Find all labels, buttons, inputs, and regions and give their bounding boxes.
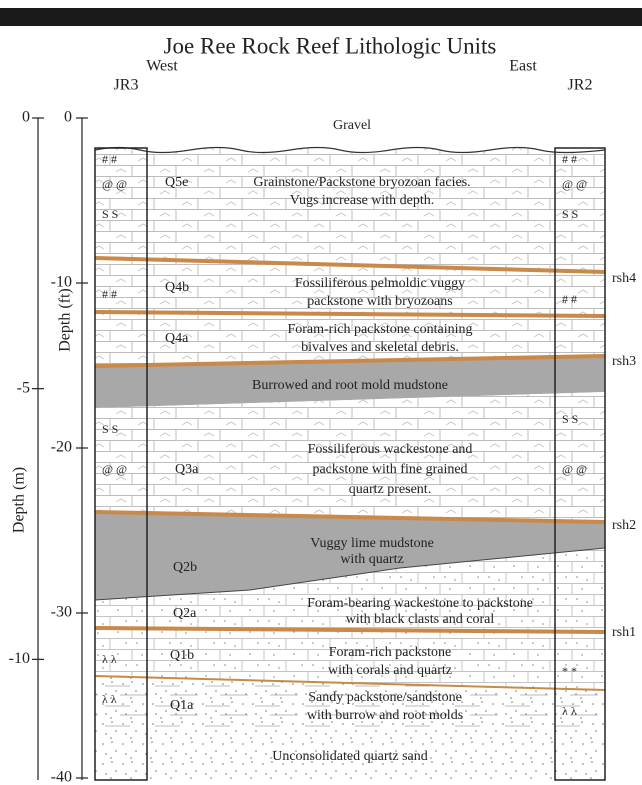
svg-text:# #: # # xyxy=(102,287,117,301)
svg-text:λ λ: λ λ xyxy=(102,692,117,706)
unit-description: Vuggy lime mudstone xyxy=(310,536,434,551)
top-bar xyxy=(0,8,642,26)
well-label: JR2 xyxy=(568,77,593,94)
unit-description: Sandy packstone/sandstone xyxy=(308,690,462,705)
unit-code: Q4a xyxy=(165,331,189,346)
lithologic-diagram: Joe Ree Rock Reef Lithologic Units West … xyxy=(0,0,642,785)
svg-text:# #: # # xyxy=(562,292,577,306)
surface-label: rsh1 xyxy=(612,625,636,640)
unit-description: quartz present. xyxy=(349,482,431,497)
unit-description: Fossiliferous pelmoldic vuggy xyxy=(295,276,465,291)
tick-label: -10 xyxy=(9,650,30,667)
svg-text:S S: S S xyxy=(102,422,118,436)
svg-text:@ @: @ @ xyxy=(562,177,587,191)
svg-text:@ @: @ @ xyxy=(562,462,587,476)
unit-description: with quartz xyxy=(340,552,403,567)
tick-label: -30 xyxy=(51,604,72,621)
unit-code: Q2a xyxy=(173,606,197,621)
unit-description: with burrow and root molds xyxy=(307,708,463,723)
svg-text:S S: S S xyxy=(562,207,578,221)
unit-description: Foram-bearing wackestone to packstone xyxy=(307,596,533,611)
unit-code: Q4b xyxy=(165,280,189,295)
unit-description: Foram-rich packstone xyxy=(329,645,451,660)
surface-label: rsh3 xyxy=(612,354,636,369)
title: Joe Ree Rock Reef Lithologic Units xyxy=(164,33,497,58)
unit-label: Unconsolidated quartz sand xyxy=(272,749,428,764)
unit-code: Q1b xyxy=(170,648,194,663)
svg-text:S S: S S xyxy=(102,207,118,221)
tick-label: -5 xyxy=(17,379,30,396)
well-label: JR3 xyxy=(114,77,139,94)
surface-label: rsh2 xyxy=(612,518,636,533)
axis-label: Depth (m) xyxy=(11,467,28,533)
tick-label: 0 xyxy=(64,109,72,126)
svg-text:* *: * * xyxy=(562,664,577,678)
unit-label: Gravel xyxy=(333,118,371,133)
unit-description: Grainstone/Packstone bryozoan facies. xyxy=(253,175,470,190)
svg-text:# #: # # xyxy=(102,152,117,166)
svg-text:@ @: @ @ xyxy=(102,177,127,191)
unit-description: Fossiliferous wackestone and xyxy=(308,442,473,457)
svg-text:# #: # # xyxy=(562,152,577,166)
unit-description: Vugs increase with depth. xyxy=(290,193,435,208)
layer xyxy=(95,148,605,273)
svg-text:S S: S S xyxy=(562,412,578,426)
svg-text:@ @: @ @ xyxy=(102,462,127,476)
tick-label: -20 xyxy=(51,439,72,456)
unit-code: Q5e xyxy=(165,175,188,190)
ticks: 0 -10 -20 -30 -40 0 -5 -10 xyxy=(9,109,88,785)
unit-description: packstone with fine grained xyxy=(312,462,467,477)
axis-label: Depth (ft) xyxy=(57,288,74,352)
unit-description: with corals and quartz xyxy=(328,663,452,678)
unit-description: Foram-rich packstone containing xyxy=(287,322,472,337)
direction-label: West xyxy=(146,58,178,75)
unit-code: Q2b xyxy=(173,560,197,575)
unit-description: packstone with bryozoans xyxy=(307,294,452,309)
unit-description: with black clasts and coral xyxy=(346,612,495,627)
unit-code: Q1a xyxy=(170,698,194,713)
surface-label: rsh4 xyxy=(612,271,636,286)
svg-text:λ λ: λ λ xyxy=(102,652,117,666)
unit-description: bivalves and skeletal debris. xyxy=(301,340,459,355)
svg-text:λ λ: λ λ xyxy=(562,704,577,718)
tick-label: -10 xyxy=(51,274,72,291)
unit-label: Burrowed and root mold mudstone xyxy=(252,378,448,393)
tick-label: -40 xyxy=(51,769,72,785)
unit-code: Q3a xyxy=(175,462,199,477)
tick-label: 0 xyxy=(22,109,30,126)
direction-label: East xyxy=(509,58,537,75)
